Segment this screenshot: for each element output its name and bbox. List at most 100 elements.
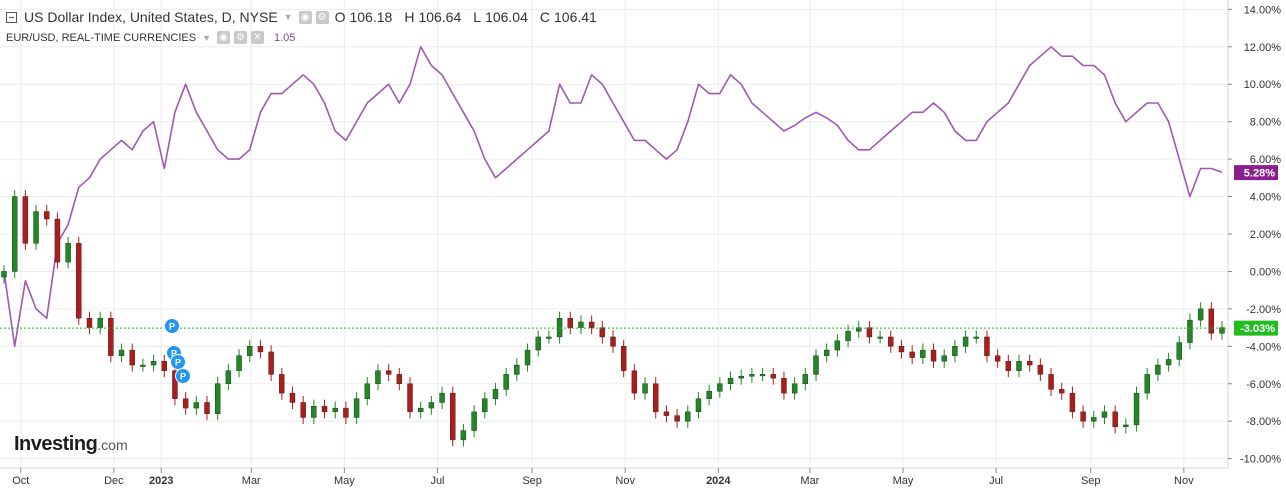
dropdown-caret-icon[interactable]: ▼ [202, 32, 211, 43]
candle-body [332, 407, 338, 413]
candle-body [866, 327, 873, 338]
visibility-icon[interactable]: ◉ [298, 10, 312, 24]
candle-body [225, 370, 232, 384]
candle-body [802, 374, 809, 384]
candle-body [653, 383, 659, 413]
dxy-candles-layer [1, 190, 1225, 447]
candle-body [172, 370, 178, 399]
last-value-badges: 5.28% -3.03% [1234, 165, 1278, 336]
candle-body [599, 327, 606, 338]
eurusd-compare-line-layer [3, 45, 1223, 348]
candle-body [524, 349, 531, 366]
candle-body [22, 196, 29, 244]
price-axis-label: 8.00% [1250, 117, 1281, 129]
candle-body [300, 402, 306, 418]
dxy-last-badge: -3.03% [1234, 320, 1278, 336]
candle-body [1069, 392, 1076, 413]
marker-label: P [175, 358, 181, 368]
event-marker[interactable]: P [164, 318, 180, 334]
time-axis[interactable]: Oct Dec 2023 Mar May Jul Sep Nov 2024 Mar May Jul Se… [12, 468, 1194, 487]
visibility-icon[interactable]: ◉ [217, 31, 230, 44]
time-axis-label: Nov [615, 475, 635, 487]
candle-body [364, 383, 370, 399]
candle-body [823, 349, 830, 356]
candle-body [417, 407, 424, 413]
candle-body [204, 402, 210, 414]
candle-body [994, 355, 1001, 362]
candle-body [1187, 319, 1193, 343]
dropdown-caret-icon[interactable]: ▼ [283, 12, 293, 22]
legend-compare: EUR/USD, REAL-TIME CURRENCIES ▼ ◉ ⚙ ✕ 1.… [6, 31, 295, 44]
dxy-last-badge-bg [1234, 320, 1278, 336]
collapse-legend-icon[interactable] [6, 11, 17, 23]
candle-body [685, 411, 691, 422]
candle-body [962, 336, 969, 347]
eurusd-last-badge-bg [1234, 165, 1278, 181]
candle-body [1112, 411, 1118, 428]
candle-body [140, 364, 146, 367]
candle-body [193, 402, 200, 409]
candle-body [813, 355, 819, 375]
grid [0, 0, 1228, 468]
time-axis-label: May [893, 475, 914, 487]
dxy-last-badge-text: -3.03% [1240, 323, 1275, 335]
candle-body [33, 211, 39, 244]
candle-body [161, 361, 167, 371]
candle-body [920, 349, 926, 358]
candle-body [1016, 361, 1022, 371]
candle-body [108, 318, 114, 356]
candle-body [909, 351, 915, 358]
candle-body [695, 398, 702, 413]
settings-gear-icon[interactable]: ⚙ [234, 31, 247, 44]
candle-body [1165, 359, 1172, 366]
price-axis[interactable]: 14.00% 12.00% 10.00% 8.00% 6.00% 4.00% 2.00% 0.… [1228, 4, 1282, 466]
marker-label: P [169, 322, 175, 332]
candle-body [834, 340, 841, 351]
event-marker[interactable]: P [175, 368, 191, 384]
marker-circle [164, 318, 180, 334]
time-axis-label: Jul [430, 475, 444, 487]
logo-wordmark: Investing [14, 433, 98, 455]
candle-body [631, 370, 638, 394]
candle-body [706, 391, 712, 399]
candle-body [588, 321, 595, 328]
candle-body [1123, 424, 1129, 428]
candle-body [396, 374, 403, 384]
candle-body [973, 336, 979, 339]
candle-body [642, 383, 648, 394]
price-axis-label: 14.00% [1244, 4, 1282, 16]
eurusd-line [3, 45, 1223, 348]
candle-body [428, 402, 435, 409]
candle-body [791, 383, 798, 394]
candle-body [482, 398, 488, 413]
candle-body [1080, 411, 1086, 422]
candle-body [311, 406, 317, 418]
logo-suffix: .com [97, 437, 128, 453]
time-axis-label: 2024 [706, 475, 731, 487]
candle-body [129, 349, 135, 366]
candle-body [535, 336, 541, 351]
candle-body [952, 346, 958, 356]
candle-body [984, 336, 990, 356]
candle-body [54, 218, 61, 263]
event-marker[interactable]: P [170, 354, 186, 370]
price-axis-label: -6.00% [1246, 379, 1281, 391]
investing-logo: Investing.com [14, 433, 128, 456]
candle-body [898, 346, 905, 353]
settings-gear-icon[interactable]: ⚙ [315, 10, 329, 24]
remove-close-icon[interactable]: ✕ [251, 31, 264, 44]
candle-body [289, 392, 296, 403]
ohlc-open-value: 106.18 [349, 9, 393, 25]
candle-body [247, 346, 253, 356]
time-axis-label: Sep [522, 475, 542, 487]
ohlc-close-value: 106.41 [554, 9, 597, 25]
candle-body [674, 415, 680, 422]
candle-body [514, 364, 520, 375]
candle-body [930, 349, 937, 362]
marker-label: P [180, 372, 186, 382]
candle-body [76, 243, 82, 319]
candle-body [492, 389, 499, 399]
candle-body [1091, 417, 1097, 422]
